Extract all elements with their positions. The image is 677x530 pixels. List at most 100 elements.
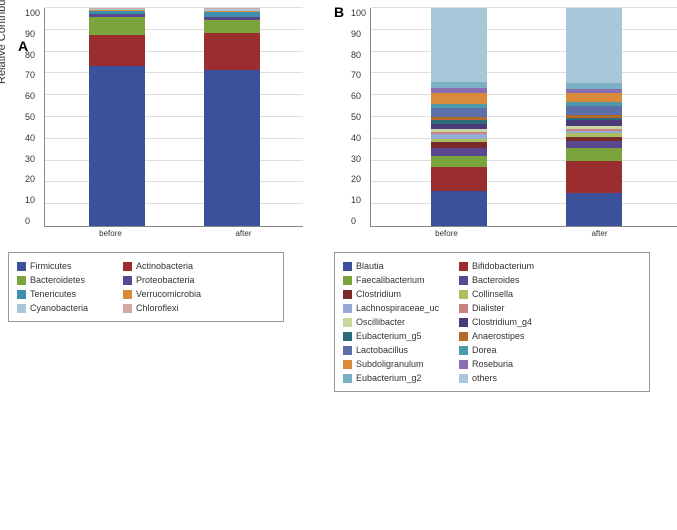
legend-label: Faecalibacterium [356,275,425,285]
legend-item: Actinobacteria [123,261,221,271]
legend-item: Dorea [459,345,567,355]
x-tick-label: after [572,229,628,238]
y-ticks-a: 0102030405060708090100 [25,8,40,226]
legend-swatch [343,304,352,313]
legend-swatch [459,360,468,369]
y-tick: 10 [351,195,366,205]
plot-a [44,8,303,227]
legend-item: Clostridium [343,289,451,299]
legend-label: Lachnospiraceae_uc [356,303,439,313]
legend-swatch [343,262,352,271]
legend-item: Subdoligranulum [343,359,451,369]
legend-item: Bacteroidetes [17,275,115,285]
legend-item: Blautia [343,261,451,271]
legend-label: Dorea [472,345,497,355]
legend-label: Bacteroidetes [30,275,85,285]
legend-item: Cyanobacteria [17,303,115,313]
legend-label: Lactobacillus [356,345,408,355]
bar-after [204,8,260,226]
legend-item: Dialister [459,303,567,313]
legend-swatch [459,290,468,299]
legend-label: Chloroflexi [136,303,179,313]
x-tick-label: after [216,229,272,238]
legend-item: Clostridium_g4 [459,317,567,327]
segment [89,35,145,66]
legend-label: Subdoligranulum [356,359,424,369]
segment [566,93,622,102]
legend-label: Clostridium_g4 [472,317,532,327]
figure: A Relative Contribution (%) 010203040506… [8,8,669,392]
y-tick: 50 [351,112,366,122]
legend-b: BlautiaBifidobacteriumFaecalibacteriumBa… [334,252,650,392]
legend-label: Cyanobacteria [30,303,88,313]
legend-swatch [17,290,26,299]
legend-swatch [343,290,352,299]
legend-item: Lachnospiraceae_uc [343,303,451,313]
legend-item: Firmicutes [17,261,115,271]
legend-label: others [472,373,497,383]
legend-label: Eubacterium_g5 [356,331,422,341]
legend-swatch [123,276,132,285]
x-tick-label: before [419,229,475,238]
legend-label: Roseburia [472,359,513,369]
legend-item: Verrucomicrobia [123,289,221,299]
y-tick: 90 [351,29,366,39]
legend-item: Roseburia [459,359,567,369]
plot-b [370,8,677,227]
segment [431,93,487,104]
legend-swatch [343,374,352,383]
legend-item: others [459,373,567,383]
bar-after [566,8,622,226]
y-tick: 70 [25,70,40,80]
legend-swatch [459,374,468,383]
legend-swatch [459,276,468,285]
bar-before [89,8,145,226]
legend-label: Dialister [472,303,505,313]
legend-swatch [343,332,352,341]
segment [431,191,487,226]
legend-item: Eubacterium_g2 [343,373,451,383]
y-axis-b: 0102030405060708090100 [334,8,370,227]
segment [566,106,622,115]
legend-swatch [459,318,468,327]
legend-swatch [343,360,352,369]
legend-swatch [343,276,352,285]
segment [204,70,260,226]
legend-swatch [459,262,468,271]
gridlines-a [45,8,303,226]
y-tick: 100 [351,8,366,18]
y-ticks-b: 0102030405060708090100 [351,8,366,226]
segment [89,66,145,226]
gridlines-b [371,8,677,226]
legend-label: Verrucomicrobia [136,289,201,299]
y-axis-a: Relative Contribution (%) 01020304050607… [8,8,44,227]
bar-before [431,8,487,226]
panel-a-chart: Relative Contribution (%) 01020304050607… [8,8,324,227]
legend-label: Oscillibacter [356,317,405,327]
y-tick: 20 [25,174,40,184]
legend-item: Proteobacteria [123,275,221,285]
legend-label: Actinobacteria [136,261,193,271]
legend-swatch [123,262,132,271]
legend-item: Anaerostipes [459,331,567,341]
legend-swatch [459,304,468,313]
segment [566,193,622,226]
y-tick: 50 [25,112,40,122]
legend-item: Collinsella [459,289,567,299]
segment [431,148,487,157]
legend-label: Eubacterium_g2 [356,373,422,383]
y-tick: 70 [351,70,366,80]
segment [431,156,487,167]
y-tick: 40 [25,133,40,143]
legend-swatch [459,346,468,355]
x-tick-label: before [83,229,139,238]
y-tick: 80 [25,50,40,60]
y-tick: 0 [351,216,366,226]
legend-label: Bacteroides [472,275,520,285]
segment [566,161,622,194]
legend-item: Eubacterium_g5 [343,331,451,341]
legend-item: Chloroflexi [123,303,221,313]
legend-swatch [343,346,352,355]
segment [431,8,487,82]
legend-label: Tenericutes [30,289,76,299]
